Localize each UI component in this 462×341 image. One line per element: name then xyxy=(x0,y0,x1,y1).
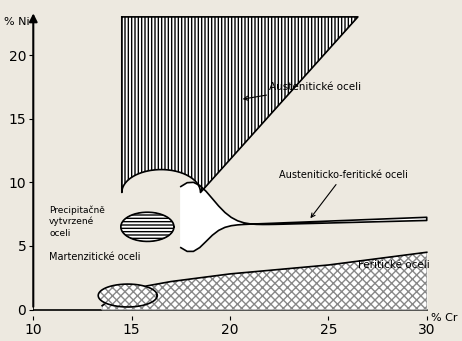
Polygon shape xyxy=(122,17,358,192)
Polygon shape xyxy=(98,284,157,307)
Text: Austeniticko-feritické oceli: Austeniticko-feritické oceli xyxy=(279,169,408,217)
Polygon shape xyxy=(121,212,174,241)
Text: Precipitačně
vytvrzené
oceli: Precipitačně vytvrzené oceli xyxy=(49,205,105,238)
Text: Austenitické oceli: Austenitické oceli xyxy=(244,82,361,100)
Polygon shape xyxy=(181,182,427,251)
Text: % Cr: % Cr xyxy=(431,313,457,323)
Text: Feritické oceli: Feritické oceli xyxy=(358,260,430,270)
Text: % Ni: % Ni xyxy=(4,17,30,27)
Polygon shape xyxy=(102,252,427,310)
Text: Martenzitické oceli: Martenzitické oceli xyxy=(49,252,140,262)
